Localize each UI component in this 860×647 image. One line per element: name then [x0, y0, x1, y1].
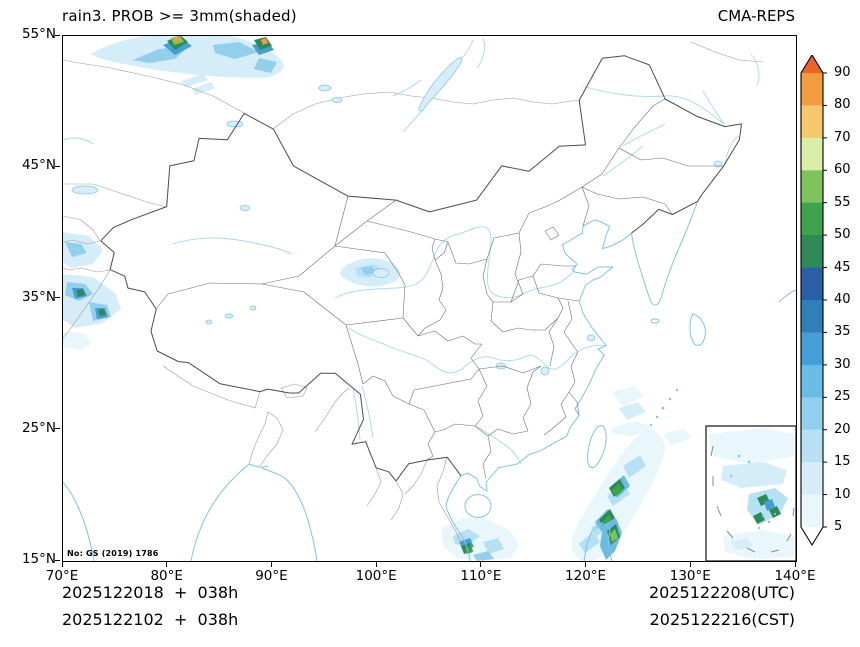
- colorbar-level-label: 20: [834, 421, 851, 437]
- x-tick-label: 80°E: [150, 568, 183, 584]
- colorbar-level-label: 55: [834, 194, 851, 210]
- x-tick-label: 140°E: [774, 568, 816, 584]
- y-tick-label: 55°N: [21, 26, 56, 42]
- footer-valid-cst: 2025122216(CST): [649, 610, 795, 629]
- kyushu-island: [689, 313, 706, 346]
- y-tick-label: 25°N: [21, 419, 56, 436]
- colorbar: [800, 55, 827, 547]
- inset-precip-layer: [708, 428, 794, 559]
- china-national-border: [100, 55, 742, 482]
- ryukyu-islands: [649, 388, 679, 427]
- colorbar-level-label: 50: [834, 227, 851, 243]
- taihu-lake: [586, 334, 596, 342]
- rivers: [63, 37, 760, 465]
- lake-issyk-kul: [71, 185, 99, 195]
- colorbar-level-label: 35: [834, 324, 851, 340]
- taiwan-island: [587, 425, 607, 469]
- poyang-lake: [540, 366, 550, 376]
- y-tick-mark: [55, 297, 60, 298]
- lake-zaysan: [226, 120, 244, 128]
- y-tick-label: 45°N: [21, 157, 56, 174]
- y-tick-label: 15°N: [21, 551, 56, 567]
- y-tick-mark: [55, 34, 60, 36]
- lake-bosten: [239, 205, 251, 211]
- precip-shading-layer: [63, 36, 692, 561]
- footer-init-cst: 2025122102 + 038h: [62, 610, 239, 629]
- colorbar-level-label: 15: [834, 454, 851, 470]
- china-map-svg: [63, 36, 796, 561]
- tibet-lake-3: [249, 305, 257, 311]
- x-tick-mark: [270, 562, 272, 567]
- colorbar-level-label: 25: [834, 389, 851, 405]
- footer-valid-utc: 2025122208(UTC): [649, 583, 795, 602]
- license-note: No: GS (2019) 1786: [67, 549, 159, 558]
- x-tick-label: 120°E: [565, 568, 607, 584]
- colorbar-level-label: 70: [834, 129, 851, 145]
- colorbar-level-label: 10: [834, 486, 851, 502]
- foreign-borders: [63, 41, 764, 543]
- tibet-lake-1: [224, 313, 234, 319]
- colorbar-level-label: 30: [834, 356, 851, 372]
- colorbar-level-label: 40: [834, 292, 851, 307]
- lake-baikal: [418, 57, 463, 112]
- lake-khyargas: [331, 97, 343, 103]
- x-tick-mark: [375, 562, 377, 567]
- x-tick-mark: [585, 562, 587, 567]
- x-tick-label: 90°E: [255, 568, 288, 584]
- x-tick-label: 100°E: [355, 568, 397, 584]
- model-label: CMA-REPS: [717, 7, 795, 25]
- x-tick-label: 110°E: [460, 568, 502, 584]
- hainan-island: [464, 494, 492, 518]
- x-tick-label: 70°E: [45, 568, 79, 584]
- y-tick-label: 35°N: [21, 288, 56, 305]
- x-tick-mark: [794, 562, 796, 567]
- x-tick-label: 130°E: [669, 568, 711, 584]
- jeju-island: [650, 318, 660, 324]
- x-tick-mark: [61, 562, 63, 567]
- map-plot: No: GS (2019) 1786: [62, 35, 797, 562]
- geo-layer: [63, 37, 796, 561]
- scs-islands: [729, 454, 777, 530]
- plot-title: rain3. PROB >= 3mm(shaded): [62, 7, 297, 25]
- y-tick-mark: [55, 165, 60, 167]
- colorbar-level-label: 5: [834, 519, 843, 534]
- lake-khanka: [713, 160, 723, 168]
- qinghai-lake: [372, 268, 390, 278]
- x-tick-mark: [480, 562, 482, 567]
- foreign-coastlines: [63, 201, 796, 561]
- colorbar-level-label: 90: [834, 65, 851, 80]
- lake-uvs: [318, 84, 332, 92]
- inset-border: [705, 425, 796, 561]
- footer-init-utc: 2025122018 + 038h: [62, 583, 239, 602]
- scs-inset: [705, 425, 796, 561]
- x-tick-mark: [689, 562, 691, 567]
- x-tick-mark: [166, 562, 168, 567]
- province-borders: [155, 98, 723, 480]
- y-tick-mark: [55, 559, 60, 561]
- nine-dash-line: [710, 445, 795, 553]
- y-tick-mark: [55, 428, 60, 430]
- colorbar-level-label: 60: [834, 162, 851, 178]
- colorbar-level-label: 45: [834, 259, 851, 275]
- colorbar-level-label: 80: [834, 97, 851, 113]
- tibet-lake-2: [205, 319, 213, 325]
